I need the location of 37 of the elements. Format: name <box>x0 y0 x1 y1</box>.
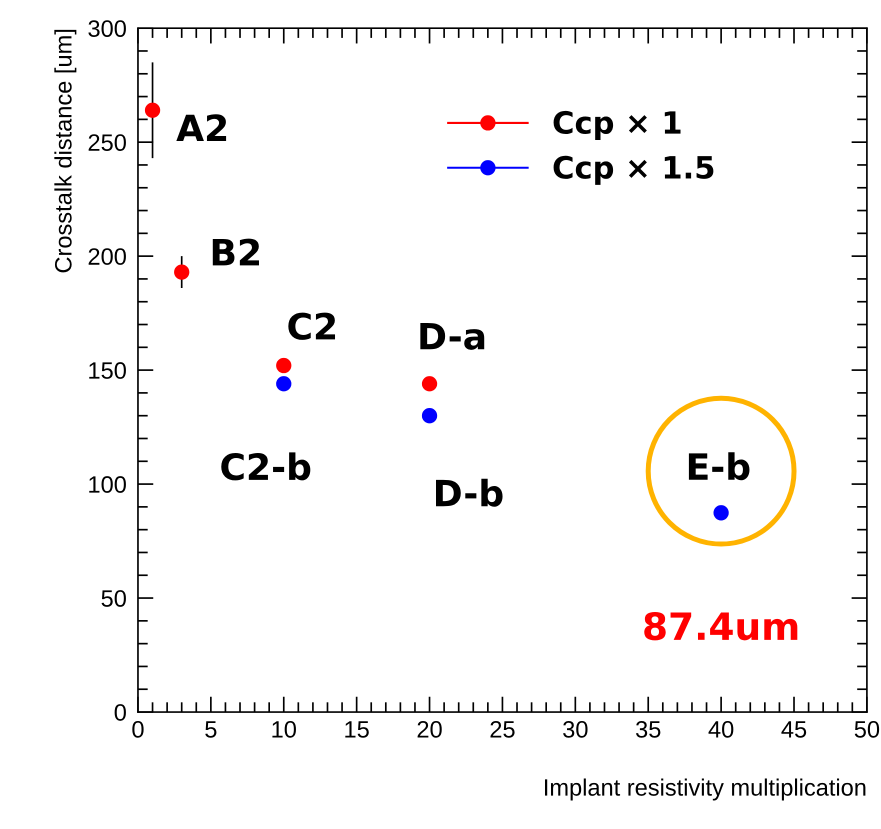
x-tick-label: 10 <box>272 720 296 738</box>
annotation: D-a <box>420 322 484 350</box>
point <box>422 408 438 424</box>
annotation: 87.4um <box>644 612 798 640</box>
y-tick-label: 100 <box>89 476 126 493</box>
x-tick-label: 15 <box>345 721 369 738</box>
y-tick-label: 0 <box>114 704 126 721</box>
point <box>422 376 438 392</box>
x-tick-label: 35 <box>636 720 660 738</box>
annotation: C2-b <box>221 452 310 480</box>
x-tick-label: 5 <box>205 721 216 738</box>
y-axis-title: Crosstalk distance [um] <box>54 30 76 272</box>
x-tick-label: 50 <box>854 720 880 738</box>
x-tick-label: 45 <box>781 721 806 738</box>
x-tick-label: 0 <box>132 720 144 738</box>
x-tick-label: 20 <box>418 720 442 738</box>
legend-label: Ccp × 1.5 <box>554 156 714 185</box>
point <box>713 505 729 520</box>
x-tick-label: 30 <box>563 720 588 738</box>
point <box>174 264 190 280</box>
y-tick-label: 250 <box>88 134 126 151</box>
annotation: B2 <box>212 238 259 266</box>
annotation: D-b <box>436 478 503 507</box>
y-tick-label: 300 <box>88 20 126 37</box>
y-tick-label: 150 <box>89 362 126 379</box>
legend-label: Ccp × 1 <box>554 110 681 140</box>
annotation: A2 <box>176 114 226 142</box>
y-tick-label: 200 <box>88 248 126 265</box>
annotation: E-b <box>688 452 750 480</box>
annotation: C2 <box>288 312 336 340</box>
x-tick-label: 25 <box>490 720 515 738</box>
x-tick-label: 40 <box>708 720 734 738</box>
x-axis-title: Implant resistivity multiplication <box>545 778 866 800</box>
point <box>276 376 292 392</box>
y-tick-label: 50 <box>102 590 126 607</box>
point <box>276 358 292 374</box>
point <box>144 102 160 118</box>
